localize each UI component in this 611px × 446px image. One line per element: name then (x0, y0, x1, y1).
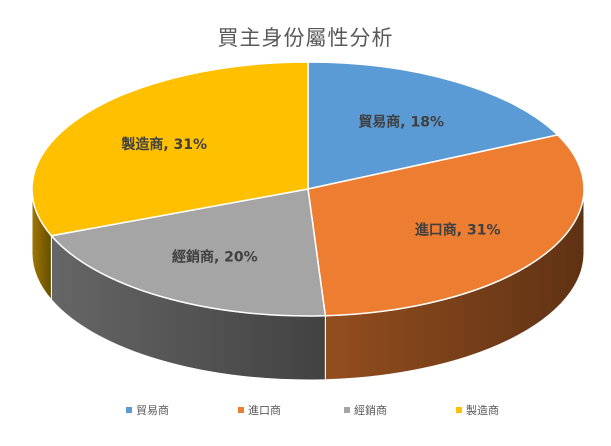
pie-slice-3 (31, 61, 309, 237)
legend-label-0: 貿易商 (136, 404, 169, 417)
legend-swatch-1 (238, 407, 244, 413)
pie-slice-1 (307, 134, 585, 317)
data-label-3: 製造商, 31% (120, 136, 207, 153)
data-label-2: 經銷商, 20% (172, 249, 258, 266)
legend-swatch-2 (344, 407, 350, 413)
legend-item-2: 經銷商 (344, 402, 387, 418)
legend-label-3: 製造商 (466, 404, 499, 417)
data-label-0: 貿易商, 18% (358, 113, 444, 130)
legend-item-0: 貿易商 (126, 402, 169, 418)
data-label-1: 進口商, 31% (415, 222, 501, 239)
legend-label-1: 進口商 (248, 404, 281, 417)
pie-slice-0 (307, 61, 560, 190)
pie-slice-2 (49, 188, 327, 317)
legend-item-1: 進口商 (238, 402, 281, 418)
legend-swatch-3 (456, 407, 462, 413)
legend-label-2: 經銷商 (354, 404, 387, 417)
legend: 貿易商 進口商 經銷商 製造商 (0, 402, 611, 418)
legend-swatch-0 (126, 407, 132, 413)
legend-item-3: 製造商 (456, 402, 499, 418)
chart-title: 買主身份屬性分析 (217, 26, 394, 50)
